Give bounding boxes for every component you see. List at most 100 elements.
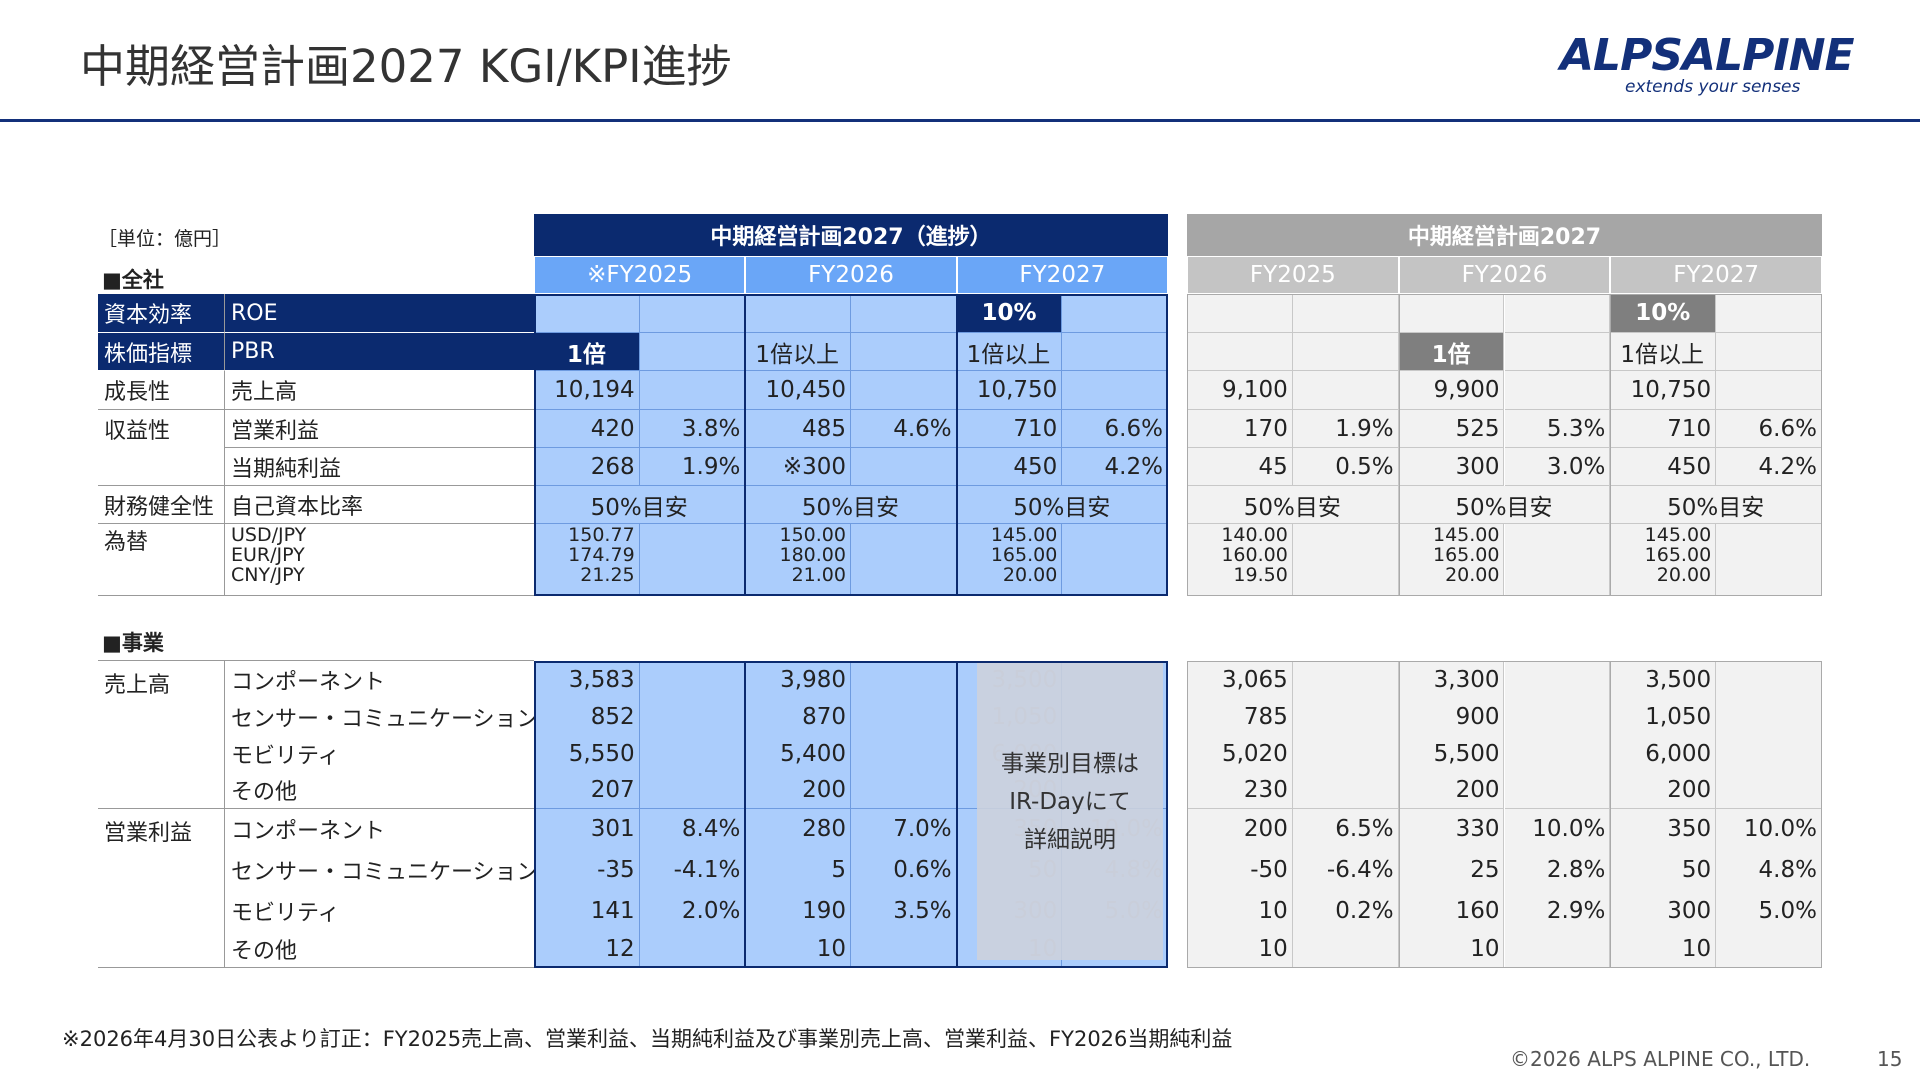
cell: 450 (956, 448, 1063, 486)
cell: 6,000 (1610, 735, 1717, 772)
cell-line: 20.00 (1445, 564, 1500, 586)
cell: ※300 (745, 448, 851, 486)
label-line: USD/JPY (231, 524, 307, 546)
cell: 3.5% (851, 890, 957, 931)
cell: 145.00 165.00 20.00 (956, 524, 1063, 596)
cell: 2.0% (639, 890, 746, 931)
cell: 0.2% (1292, 890, 1399, 931)
section-title: ■事業 (102, 631, 164, 655)
cell (1716, 661, 1822, 698)
cell (639, 371, 746, 410)
header-rule (0, 119, 1920, 122)
cell: 4.8% (1716, 849, 1822, 890)
cell (851, 698, 957, 735)
frame (98, 660, 534, 661)
category-label: 成長性 (98, 371, 225, 410)
cell: 8.4% (639, 809, 746, 849)
category-label: 資本効率 (98, 294, 225, 333)
cell (851, 294, 957, 333)
cell: 45 (1187, 448, 1293, 486)
overlay-line: 詳細説明 (1024, 826, 1116, 853)
cell (1292, 333, 1399, 371)
cell-line: 165.00 (990, 544, 1058, 566)
cell: 2.8% (1504, 849, 1611, 890)
cell (639, 524, 746, 596)
cell-line: 165.00 (1644, 544, 1712, 566)
cell-line: 150.77 (568, 524, 635, 546)
cell (639, 333, 746, 371)
unit: ［単位：億円］ (98, 228, 232, 250)
cell (851, 772, 957, 809)
year-header: FY2026 (745, 256, 957, 294)
overlay-line: IR-Dayにて (1009, 788, 1131, 815)
cell: 10 (1187, 931, 1293, 968)
year-header: FY2027 (956, 256, 1168, 294)
category-label: 株価指標 (98, 333, 225, 371)
cell: 50%目安 (956, 486, 1168, 524)
cell (851, 333, 957, 371)
divider (1610, 661, 1612, 968)
cell: 50%目安 (1610, 486, 1822, 524)
cell: -35 (534, 849, 640, 890)
cell-line: 20.00 (1002, 564, 1058, 586)
cell (1716, 333, 1822, 371)
divider (955, 661, 958, 968)
overlay: 事業別目標は IR-Dayにて 詳細説明 (977, 663, 1163, 960)
cell: 12 (534, 931, 640, 968)
cell: 50%目安 (1187, 486, 1399, 524)
cell: 6.6% (1716, 410, 1822, 448)
cell (534, 294, 640, 333)
cell: -50 (1187, 849, 1293, 890)
category-label: 為替 (98, 524, 225, 596)
year-header: ※FY2025 (534, 256, 746, 294)
cell (1716, 371, 1822, 410)
cell (1504, 333, 1611, 371)
cell: 350 (1610, 809, 1717, 849)
category-label: 収益性 (98, 410, 225, 448)
item-label: モビリティ (225, 890, 534, 931)
cell (1716, 931, 1822, 968)
cell: 3,500 (1610, 661, 1717, 698)
item-label: コンポーネント (225, 661, 534, 698)
cell-line: 19.50 (1233, 564, 1288, 586)
category-label: 売上高 (98, 661, 225, 809)
cell: 200 (745, 772, 851, 809)
category-label (98, 448, 225, 486)
year-header: FY2026 (1398, 256, 1611, 294)
group-header: 中期経営計画2027 (1187, 214, 1822, 256)
divider (744, 661, 747, 968)
cell: 150.77 174.79 21.25 (534, 524, 640, 596)
cell (639, 772, 746, 809)
cell (1062, 371, 1168, 410)
category-label: 財務健全性 (98, 486, 225, 524)
label-line: EUR/JPY (231, 544, 305, 566)
cell (639, 294, 746, 333)
cell: 301 (534, 809, 640, 849)
cell: 10,750 (956, 371, 1063, 410)
cell: 6.5% (1292, 809, 1399, 849)
cell (639, 698, 746, 735)
cell: -4.1% (639, 849, 746, 890)
cell: 141 (534, 890, 640, 931)
cell: 6.6% (1062, 410, 1168, 448)
cell (1398, 294, 1505, 333)
item-label: 営業利益 (225, 410, 534, 448)
cell (1292, 524, 1399, 596)
cell (1504, 371, 1611, 410)
cell (1292, 371, 1399, 410)
cell (851, 931, 957, 968)
cell: 50 (1610, 849, 1717, 890)
cell: 150.00 180.00 21.00 (745, 524, 851, 596)
cell-line: 21.25 (580, 564, 635, 586)
cell: 25 (1398, 849, 1505, 890)
item-label: センサー・コミュニケーション (225, 698, 539, 735)
group-header: 中期経営計画2027（進捗） (534, 214, 1168, 256)
cell: 710 (1610, 410, 1717, 448)
cell (851, 371, 957, 410)
cell: 3.8% (639, 410, 746, 448)
cell (1716, 735, 1822, 772)
cell (639, 931, 746, 968)
cell (1292, 294, 1399, 333)
cell: 3,300 (1398, 661, 1505, 698)
cell (745, 294, 851, 333)
